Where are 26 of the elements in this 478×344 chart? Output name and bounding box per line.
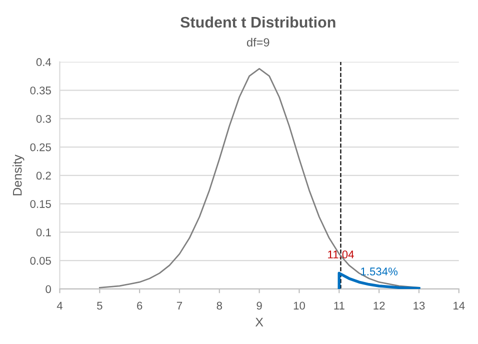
x-tick-label: 5 [97, 302, 102, 310]
x-tick-label: 8 [216, 302, 222, 310]
x-tick-label: 11 [334, 302, 344, 310]
x-tick-label: 6 [137, 302, 142, 310]
chart-subtitle: df=9 [246, 38, 270, 47]
x-tick-label: 13 [414, 302, 425, 310]
x-tick-label: 9 [256, 302, 262, 310]
x-tick-label: 4 [56, 302, 63, 310]
y-tick-label: 0.1 [36, 228, 51, 236]
y-tick-label: 0.4 [36, 58, 52, 66]
y-tick-label: 0.15 [30, 200, 51, 208]
x-tick-label: 7 [176, 302, 182, 310]
y-tick-label: 0 [46, 285, 51, 294]
y-tick-label: 0.35 [30, 86, 51, 94]
chart-title: Student t Distribution [180, 16, 336, 28]
x-tick-label: 14 [454, 302, 465, 310]
x-tick-label: 12 [374, 302, 385, 310]
y-tick-label: 0.2 [36, 172, 51, 180]
annotation: 11.04 [328, 250, 354, 258]
x-tick-label: 10 [294, 302, 305, 310]
y-tick-label: 0.25 [30, 143, 51, 152]
y-tick-label: 0.3 [36, 114, 51, 123]
annotation: 1.534% [361, 268, 398, 276]
y-axis-title: Density [12, 154, 24, 196]
y-tick-label: 0.05 [30, 256, 51, 265]
x-axis-title: X [255, 318, 264, 326]
